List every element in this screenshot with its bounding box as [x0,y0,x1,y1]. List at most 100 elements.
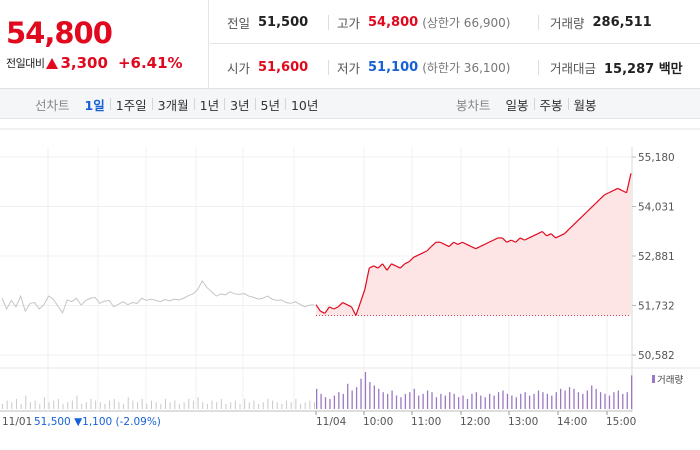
today-line-segment [320,310,326,314]
today-line-segment [448,241,454,247]
low-cell: 저가 51,100 (하한가 36,100) [337,45,510,89]
today-volume-bar [409,392,411,409]
today-volume-bar [484,397,486,409]
today-line-segment [453,241,459,245]
lower-limit: (하한가 36,100) [422,60,511,75]
today-volume-bar [480,395,482,409]
today-volume-bar [573,388,575,409]
price-change: 전일대비 3,300 +6.41% [6,54,183,72]
today-volume-bar [613,392,615,409]
prev-volume-bar [67,402,69,409]
candle-tab-0[interactable]: 일봉 [505,97,529,113]
open-value: 51,600 [258,59,309,75]
today-volume-bar [489,393,491,409]
y-tick-label-0: 55,180 [638,152,675,164]
prev-volume-bar [137,402,139,409]
volume-value: 286,511 [592,14,652,30]
today-line-segment [329,306,335,310]
today-volume-bar [586,390,588,409]
today-volume-bar [493,395,495,409]
today-line-segment [533,233,539,237]
period-tab-6[interactable]: 10년 [290,97,319,113]
low-label: 저가 [337,60,361,76]
today-volume-bar [524,392,526,409]
prev-volume-bar [295,398,297,409]
prev-volume-bar [118,402,120,409]
prev-volume-bar [15,398,17,409]
candle-tab-1[interactable]: 주봉 [539,97,563,113]
today-volume-bar [355,387,358,409]
tab-divider [254,98,256,110]
today-line-segment [404,261,410,265]
today-line-segment [493,237,499,241]
prev-volume-bar [239,403,241,409]
prev-volume-bar [248,402,250,409]
today-line-segment [426,246,432,252]
today-volume-bar [435,397,438,409]
today-volume-bar [422,393,424,409]
prev-volume-bar [6,400,8,409]
today-line-segment [417,252,423,256]
today-line-segment [408,256,415,263]
today-volume-bar [466,398,469,409]
prev-volume-bar [309,400,311,409]
prev-volume-bar [230,402,232,409]
prev-volume-bar [300,403,302,409]
prev-volume-bar [95,400,97,409]
today-line-segment [346,304,352,308]
y-tick-label-3: 51,732 [638,301,675,313]
period-tab-2[interactable]: 3개월 [157,97,189,113]
today-line-segment [484,241,490,245]
today-volume-bar [351,390,353,409]
today-line-segment [546,233,552,237]
today-line-segment [519,237,525,241]
today-volume-bar [364,372,367,409]
today-line-segment [377,263,383,269]
today-area-fill [316,173,631,316]
prev-day-line [1,280,315,314]
today-volume-bar [537,390,540,409]
period-tab-4[interactable]: 3년 [230,97,250,113]
change-value: 3,300 [60,54,108,72]
prev-volume-bar [81,403,83,409]
quote-stats: 전일 51,500 고가 54,800 (상한가 66,900) 거래량 286… [210,0,700,89]
prev-volume-bar [127,397,129,409]
today-volume-bar [378,388,380,409]
today-volume-bar [333,395,336,409]
today-volume-bar [560,388,562,409]
prev-volume-bar [174,400,176,409]
x-tick-label-6: 15:00 [606,416,636,428]
period-tab-5[interactable]: 5년 [260,97,280,113]
period-tab-3[interactable]: 1년 [199,97,220,113]
period-tab-1[interactable]: 1주일 [115,97,147,113]
today-line-segment [355,302,361,316]
today-volume-bar [453,393,455,409]
x-tick-label-0: 11/04 [316,416,347,428]
prev-volume-bar [225,403,227,409]
amount-cell: 거래대금 15,287 백만 [550,45,683,89]
prev-volume-bar [160,403,162,409]
today-volume-bar [631,375,633,409]
prev-volume-bar [314,402,315,409]
stats-row-1: 전일 51,500 고가 54,800 (상한가 66,900) 거래량 286… [210,0,700,44]
period-tab-0[interactable]: 1일 [84,97,105,113]
today-line-segment [572,220,579,226]
today-volume-bar [444,395,446,409]
today-line-segment [555,235,561,239]
today-line-segment [564,228,570,235]
candle-chart-label: 봉차트 [456,97,491,113]
today-volume-bar [449,392,451,409]
amount-value: 15,287 백만 [604,61,683,77]
today-volume-bar [626,392,628,409]
prev-volume-bar [267,398,269,409]
today-line-segment [586,207,592,213]
today-line-segment [373,265,379,269]
today-volume-bar [320,393,322,409]
prev-volume-bar [183,402,185,409]
today-line-segment [399,263,406,269]
candle-tab-2[interactable]: 월봉 [573,97,597,113]
today-volume-bar [338,392,340,409]
today-volume-bar [528,395,531,409]
today-line-segment [524,237,530,241]
